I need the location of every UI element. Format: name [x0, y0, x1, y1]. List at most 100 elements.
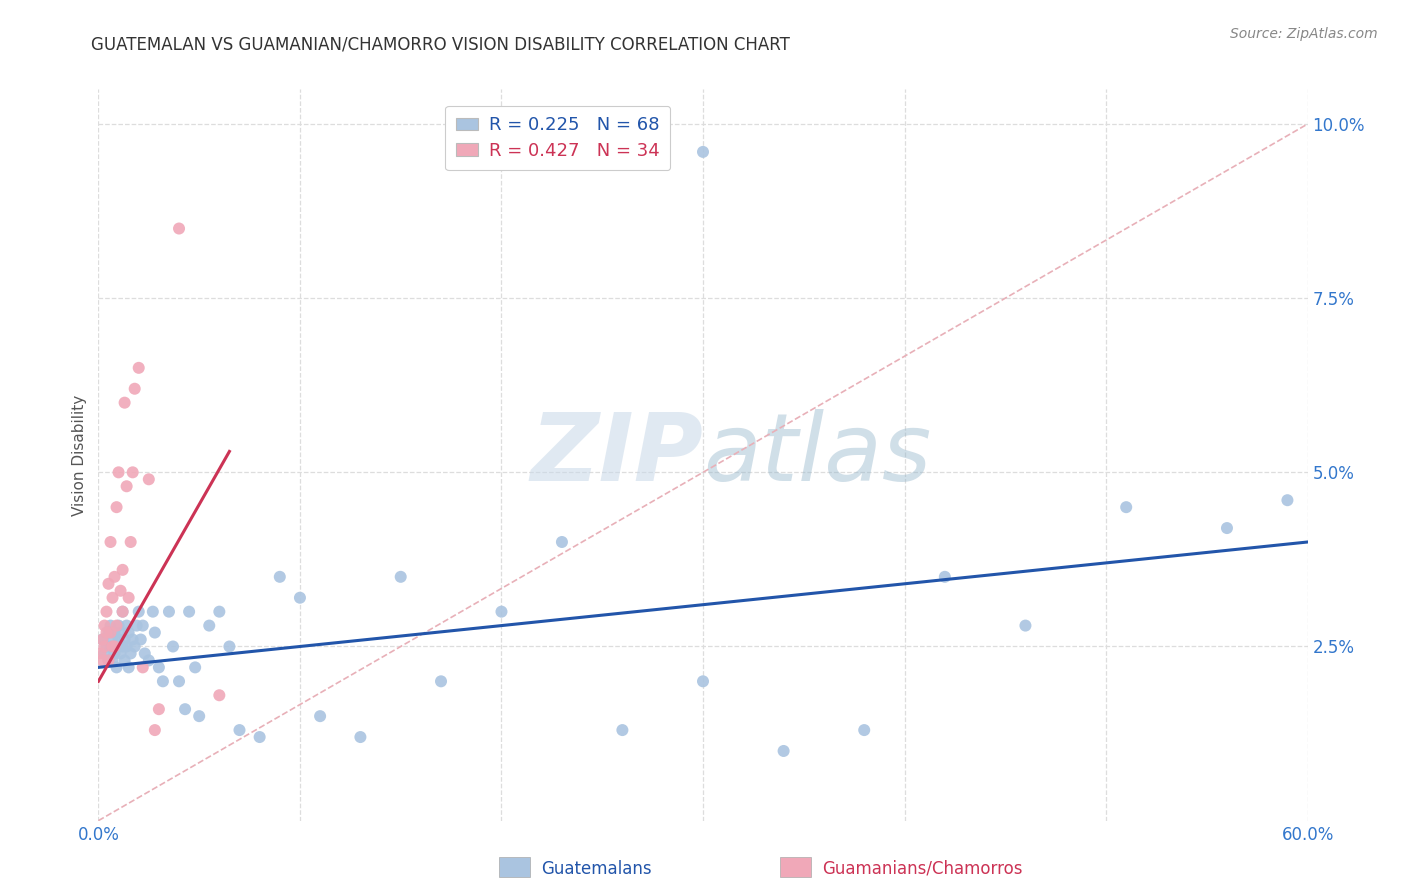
- Text: atlas: atlas: [703, 409, 931, 500]
- Point: [103, 625, 125, 640]
- Point: [101, 640, 124, 654]
- Point: [157, 605, 180, 619]
- Point: [89, 647, 111, 661]
- Point: [111, 605, 134, 619]
- Point: [138, 653, 160, 667]
- Point: [134, 647, 156, 661]
- Point: [389, 570, 412, 584]
- Point: [107, 466, 129, 480]
- Point: [1115, 500, 1137, 515]
- Point: [115, 479, 138, 493]
- Point: [93, 647, 115, 661]
- Point: [100, 625, 122, 640]
- Point: [96, 640, 118, 654]
- Point: [143, 625, 166, 640]
- Point: [114, 632, 136, 647]
- Point: [309, 709, 332, 723]
- Point: [179, 605, 201, 619]
- Legend: R = 0.225   N = 68, R = 0.427   N = 34: R = 0.225 N = 68, R = 0.427 N = 34: [446, 105, 671, 170]
- Point: [430, 674, 453, 689]
- Point: [249, 730, 271, 744]
- Point: [91, 653, 114, 667]
- Point: [105, 640, 128, 654]
- Point: [115, 640, 138, 654]
- Point: [110, 625, 132, 640]
- Point: [103, 570, 125, 584]
- Point: [132, 618, 155, 632]
- Point: [121, 466, 143, 480]
- Point: [152, 674, 174, 689]
- Point: [129, 632, 152, 647]
- Point: [91, 632, 114, 647]
- Point: [97, 653, 120, 667]
- Point: [91, 632, 114, 647]
- Point: [107, 632, 129, 647]
- Point: [97, 576, 120, 591]
- Point: [143, 723, 166, 737]
- Point: [110, 583, 132, 598]
- Point: [96, 625, 118, 640]
- Point: [118, 591, 141, 605]
- Point: [162, 640, 184, 654]
- Point: [612, 723, 634, 737]
- Point: [97, 625, 120, 640]
- Point: [110, 647, 132, 661]
- Point: [772, 744, 794, 758]
- Point: [853, 723, 876, 737]
- Point: [105, 500, 128, 515]
- Point: [167, 221, 190, 235]
- Point: [218, 640, 240, 654]
- Point: [120, 535, 142, 549]
- Point: [551, 535, 574, 549]
- Point: [107, 618, 129, 632]
- Point: [167, 674, 190, 689]
- Point: [132, 660, 155, 674]
- Point: [105, 618, 128, 632]
- Point: [174, 702, 197, 716]
- Point: [100, 535, 122, 549]
- Point: [1216, 521, 1239, 535]
- Point: [692, 674, 714, 689]
- Point: [142, 605, 165, 619]
- Point: [93, 640, 115, 654]
- Point: [118, 660, 141, 674]
- Point: [96, 605, 118, 619]
- Point: [491, 605, 513, 619]
- Text: ZIP: ZIP: [530, 409, 703, 501]
- Point: [128, 605, 150, 619]
- Text: GUATEMALAN VS GUAMANIAN/CHAMORRO VISION DISABILITY CORRELATION CHART: GUATEMALAN VS GUAMANIAN/CHAMORRO VISION …: [91, 36, 790, 54]
- Point: [100, 618, 122, 632]
- Point: [288, 591, 311, 605]
- Point: [148, 660, 170, 674]
- Point: [101, 632, 124, 647]
- Point: [111, 640, 134, 654]
- Point: [692, 145, 714, 159]
- Point: [208, 605, 231, 619]
- Point: [115, 618, 138, 632]
- Point: [349, 730, 371, 744]
- Text: Guatemalans: Guatemalans: [541, 860, 652, 878]
- Point: [100, 640, 122, 654]
- Point: [97, 653, 120, 667]
- Point: [128, 360, 150, 375]
- Point: [138, 472, 160, 486]
- Point: [114, 395, 136, 409]
- Point: [101, 591, 124, 605]
- Point: [105, 660, 128, 674]
- Point: [101, 653, 124, 667]
- Point: [125, 618, 148, 632]
- Point: [124, 640, 146, 654]
- Point: [269, 570, 291, 584]
- Point: [111, 563, 134, 577]
- Point: [148, 702, 170, 716]
- Point: [934, 570, 956, 584]
- Text: Guamanians/Chamorros: Guamanians/Chamorros: [823, 860, 1024, 878]
- Point: [103, 640, 125, 654]
- Point: [121, 632, 143, 647]
- Point: [208, 688, 231, 702]
- Text: Source: ZipAtlas.com: Source: ZipAtlas.com: [1230, 27, 1378, 41]
- Point: [93, 618, 115, 632]
- Y-axis label: Vision Disability: Vision Disability: [72, 394, 87, 516]
- Point: [103, 647, 125, 661]
- Point: [1277, 493, 1299, 508]
